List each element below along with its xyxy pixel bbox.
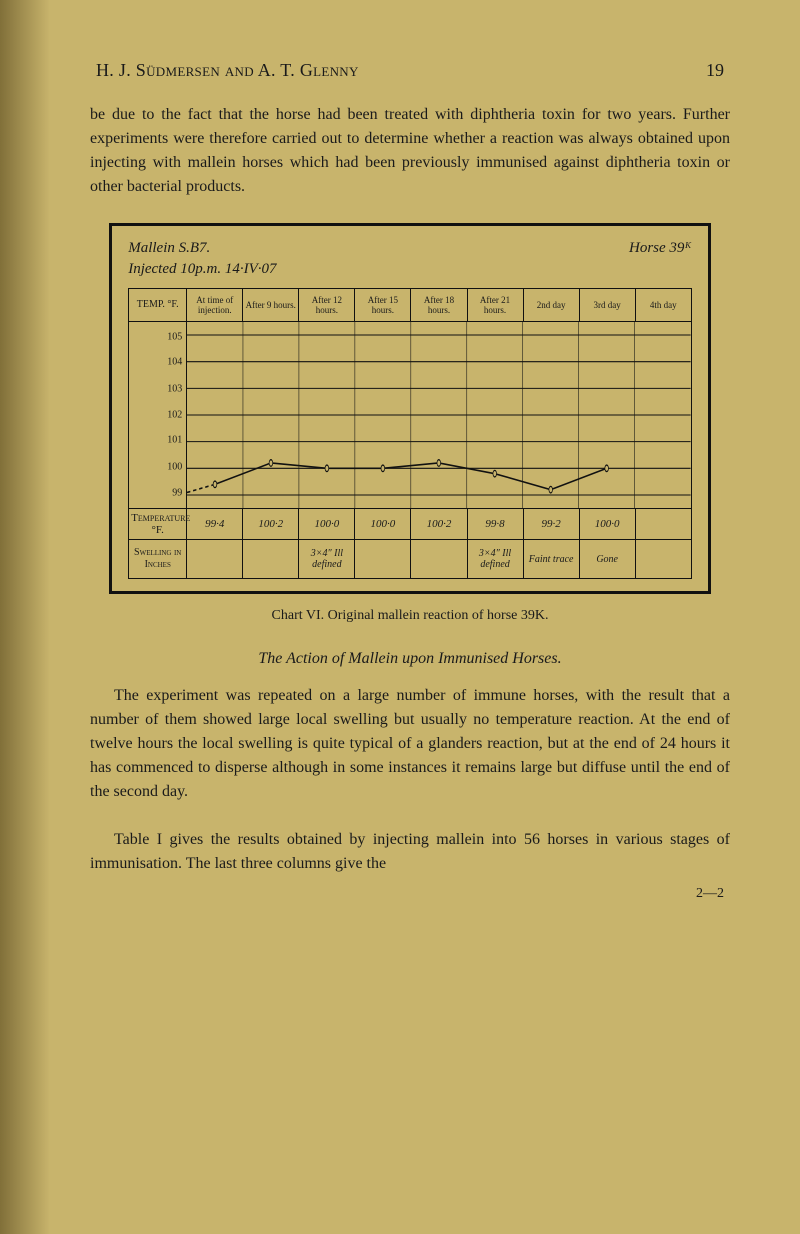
chart-title-row: Mallein S.B7. Horse 39ᴷ — [128, 240, 692, 257]
swell-v3 — [355, 540, 411, 579]
swell-v6: Faint trace — [523, 540, 579, 579]
temp-v8 — [635, 509, 691, 540]
chart-title-left: Mallein S.B7. — [128, 240, 210, 257]
col-t12: After 12 hours. — [299, 289, 355, 322]
table-header-row: TEMP. °F. At time of injection. After 9 … — [129, 289, 692, 322]
swell-v5: 3×4″ Ill defined — [467, 540, 523, 579]
page-number: 19 — [706, 60, 724, 81]
ytick-99: 99 — [172, 488, 182, 499]
swelling-row-label: Swelling in Inches — [129, 540, 187, 579]
chart-svg — [187, 322, 691, 508]
paragraph-2: The experiment was repeated on a large n… — [90, 684, 730, 804]
col-t18: After 18 hours. — [411, 289, 467, 322]
temp-v5: 99·8 — [467, 509, 523, 540]
temperature-row: Temperature °F. 99·4 100·2 100·0 100·0 1… — [129, 509, 692, 540]
ytick-100: 100 — [167, 461, 182, 472]
swell-v7: Gone — [579, 540, 635, 579]
ytick-103: 103 — [167, 383, 182, 394]
col-d4: 4th day — [635, 289, 691, 322]
swell-v4 — [411, 540, 467, 579]
signature-mark: 2—2 — [90, 886, 730, 902]
paragraph-3: Table I gives the results obtained by in… — [90, 828, 730, 876]
chart-plot-area — [187, 322, 692, 509]
col-temp: TEMP. °F. — [129, 289, 187, 322]
running-head-title: H. J. Südmersen and A. T. Glenny — [96, 60, 359, 81]
ytick-102: 102 — [167, 410, 182, 421]
col-t0: At time of injection. — [187, 289, 243, 322]
swell-v8 — [635, 540, 691, 579]
col-t9: After 9 hours. — [243, 289, 299, 322]
ytick-105: 105 — [167, 331, 182, 342]
col-d2: 2nd day — [523, 289, 579, 322]
section-title: The Action of Mallein upon Immunised Hor… — [90, 650, 730, 668]
col-t21: After 21 hours. — [467, 289, 523, 322]
swell-v1 — [243, 540, 299, 579]
temp-v6: 99·2 — [523, 509, 579, 540]
chart-table: TEMP. °F. At time of injection. After 9 … — [128, 288, 692, 579]
chart-caption: Chart VI. Original mallein reaction of h… — [90, 608, 730, 624]
ytick-101: 101 — [167, 435, 182, 446]
temp-v0: 99·4 — [187, 509, 243, 540]
chart-vi: Mallein S.B7. Horse 39ᴷ Injected 10p.m. … — [109, 223, 711, 594]
temp-v7: 100·0 — [579, 509, 635, 540]
chart-y-axis: 105 104 103 102 101 100 99 — [129, 324, 186, 506]
page: H. J. Südmersen and A. T. Glenny 19 be d… — [0, 0, 800, 1234]
swelling-row: Swelling in Inches 3×4″ Ill defined 3×4″… — [129, 540, 692, 579]
col-d3: 3rd day — [579, 289, 635, 322]
temperature-row-label: Temperature °F. — [129, 509, 187, 540]
paragraph-intro: be due to the fact that the horse had be… — [90, 103, 730, 199]
swell-v2: 3×4″ Ill defined — [299, 540, 355, 579]
chart-subtitle: Injected 10p.m. 14·IV·07 — [128, 261, 692, 278]
temp-v2: 100·0 — [299, 509, 355, 540]
ytick-104: 104 — [167, 357, 182, 368]
col-t15: After 15 hours. — [355, 289, 411, 322]
temp-v3: 100·0 — [355, 509, 411, 540]
running-head: H. J. Südmersen and A. T. Glenny 19 — [90, 60, 730, 81]
temp-v1: 100·2 — [243, 509, 299, 540]
swell-v0 — [187, 540, 243, 579]
chart-title-right: Horse 39ᴷ — [629, 240, 692, 257]
chart-plot-row: 105 104 103 102 101 100 99 — [129, 322, 692, 509]
temp-v4: 100·2 — [411, 509, 467, 540]
